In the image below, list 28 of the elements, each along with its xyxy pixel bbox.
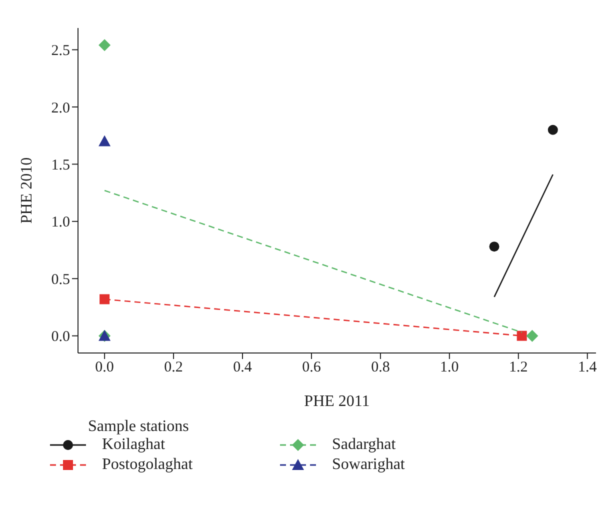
point bbox=[548, 124, 558, 135]
x-tick-label: 1.0 bbox=[440, 360, 459, 376]
y-tick-label: 1.5 bbox=[51, 158, 70, 174]
point bbox=[100, 294, 110, 304]
y-axis-title: PHE 2010 bbox=[18, 157, 36, 224]
point bbox=[489, 242, 500, 252]
y-tick-label: 0.5 bbox=[51, 272, 70, 288]
point bbox=[526, 330, 538, 342]
point bbox=[98, 39, 111, 52]
y-tick-label: 2.5 bbox=[51, 43, 70, 60]
x-tick-label: 1.4 bbox=[578, 360, 598, 376]
x-tick-label: 0.8 bbox=[371, 360, 390, 376]
legend-title: Sample stations bbox=[88, 418, 190, 436]
point bbox=[98, 135, 111, 146]
y-tick-label: 2.0 bbox=[51, 100, 70, 116]
x-tick-label: 1.2 bbox=[509, 360, 528, 376]
x-tick-label: 0.2 bbox=[164, 360, 183, 376]
y-tick-label: 1.0 bbox=[51, 214, 70, 231]
y-tick-label: 0.0 bbox=[51, 329, 70, 346]
x-tick-label: 0.6 bbox=[302, 360, 322, 376]
point bbox=[516, 330, 527, 341]
legend-label: Sowarighat bbox=[332, 456, 405, 474]
x-axis-title: PHE 2011 bbox=[304, 393, 370, 410]
legend-label: Koilaghat bbox=[102, 436, 166, 454]
x-tick-label: 0.4 bbox=[233, 360, 252, 376]
legend-label: Sadarghat bbox=[332, 436, 396, 454]
legend-label: Postogolaghat bbox=[102, 456, 193, 474]
x-tick-label: 0.0 bbox=[95, 360, 114, 376]
